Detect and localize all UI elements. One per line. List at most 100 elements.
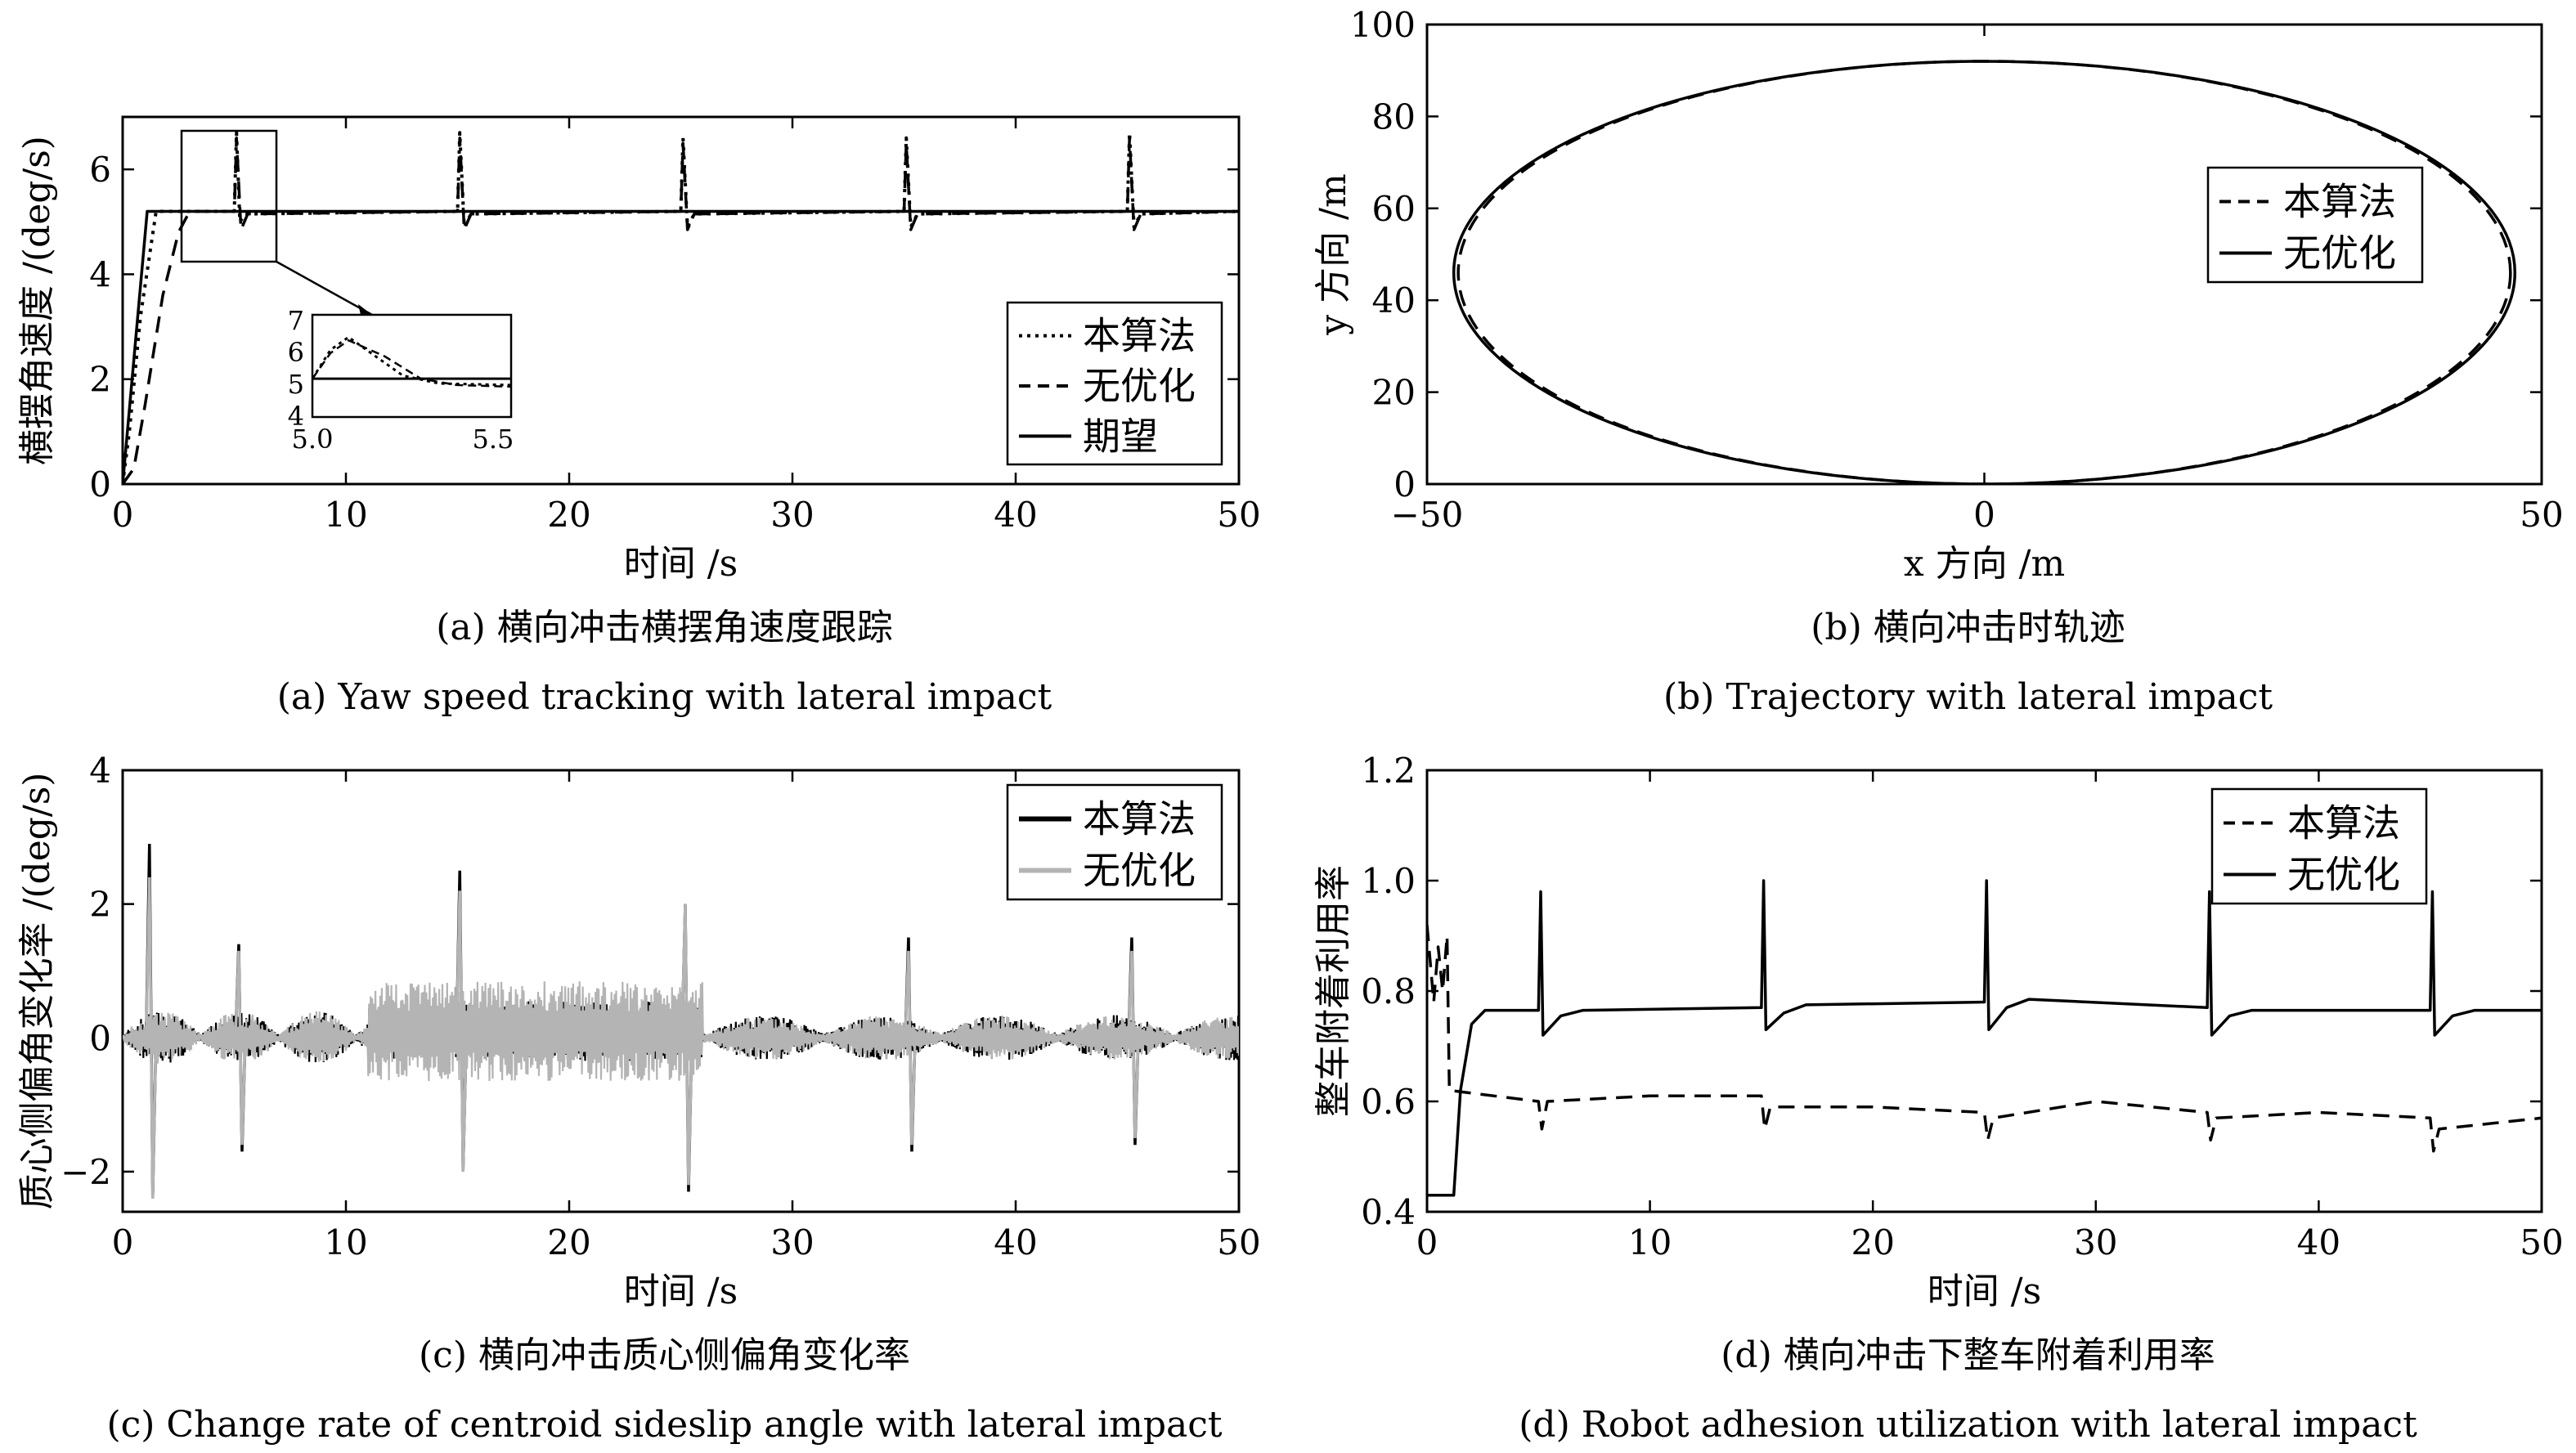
series-a-2-line bbox=[123, 209, 1239, 484]
x-tick-label: 50 bbox=[1217, 495, 1260, 535]
inset-y-tick-label: 6 bbox=[288, 337, 304, 368]
chart-a: 0 10 20 30 40 50 0 2 4 6 时间 /s 横摆角速度 /(deg/s) (a) 横向… bbox=[16, 115, 1261, 718]
series-c-1-spike bbox=[145, 877, 158, 1199]
inset-y-tick-label: 5 bbox=[288, 369, 304, 400]
y-tick-label: 0.6 bbox=[1361, 1082, 1416, 1122]
legend-box bbox=[2210, 787, 2428, 905]
zoom-arrowhead bbox=[358, 304, 372, 315]
caption-cn: (b) 横向冲击时轨迹 bbox=[1811, 607, 2125, 648]
y-axis-label: y 方向 /m bbox=[1313, 173, 1354, 335]
x-tick-label: −50 bbox=[1391, 495, 1464, 535]
x-tick-label: 40 bbox=[2297, 1222, 2340, 1262]
x-tick-label: 10 bbox=[324, 495, 367, 535]
y-tick-label: 2 bbox=[89, 360, 111, 400]
plot-frame bbox=[121, 115, 1241, 486]
caption-en: (c) Change rate of centroid sideslip ang… bbox=[106, 1404, 1222, 1446]
caption-cn: (d) 横向冲击下整车附着利用率 bbox=[1721, 1334, 2215, 1376]
plot-area bbox=[123, 843, 1239, 1199]
inset-y-tick-label: 4 bbox=[288, 401, 304, 432]
caption-cn: (c) 横向冲击质心侧偏角变化率 bbox=[419, 1334, 910, 1376]
x-tick-label: 30 bbox=[770, 1222, 814, 1262]
series-b-1-trajectory bbox=[1452, 60, 2516, 484]
series-c-1-noise bbox=[123, 981, 1239, 1082]
x-axis-label: 时间 /s bbox=[624, 1271, 738, 1312]
inset-frame bbox=[311, 313, 513, 419]
y-axis-label: 整车附着利用率 bbox=[1313, 865, 1354, 1117]
y-tick-label: 4 bbox=[89, 254, 111, 294]
series-d-1-line bbox=[1427, 879, 2542, 1197]
x-tick-label: 30 bbox=[770, 495, 814, 535]
series-d-0-line bbox=[1427, 924, 2542, 1153]
legend-label: 无优化 bbox=[2283, 231, 2396, 276]
x-tick-label: 50 bbox=[2520, 495, 2563, 535]
x-tick-label: 10 bbox=[1628, 1222, 1672, 1262]
y-tick-label: 0 bbox=[89, 464, 111, 505]
legend-label: 本算法 bbox=[1083, 797, 1196, 841]
x-tick-label: 0 bbox=[1416, 1222, 1438, 1262]
legend-label: 期望 bbox=[1083, 414, 1158, 458]
y-tick-label: 40 bbox=[1372, 280, 1416, 321]
x-tick-label: 10 bbox=[324, 1222, 367, 1262]
inset-x-tick-label: 5.0 bbox=[292, 424, 334, 455]
plot-frame bbox=[121, 769, 1241, 1213]
x-tick-label: 40 bbox=[994, 495, 1037, 535]
legend-label: 本算法 bbox=[1083, 314, 1196, 358]
x-tick-label: 20 bbox=[1851, 1222, 1894, 1262]
zoom-arrow bbox=[276, 260, 373, 316]
x-tick-label: 0 bbox=[112, 1222, 134, 1262]
x-tick-label: 0 bbox=[112, 495, 134, 535]
y-tick-label: 1.0 bbox=[1361, 861, 1416, 901]
legend-box bbox=[2206, 166, 2424, 284]
x-tick-label: 40 bbox=[994, 1222, 1037, 1262]
x-tick-label: 0 bbox=[1973, 495, 1995, 535]
legend-label: 本算法 bbox=[2287, 801, 2400, 845]
x-tick-label: 30 bbox=[2074, 1222, 2117, 1262]
legend-label: 无优化 bbox=[2287, 853, 2400, 897]
x-tick-label: 20 bbox=[547, 1222, 590, 1262]
series-c-1-spike bbox=[680, 904, 693, 1186]
inset-unoptimized bbox=[311, 339, 512, 388]
series-c-1-spike bbox=[1127, 950, 1140, 1139]
caption-cn: (a) 横向冲击横摆角速度跟踪 bbox=[436, 607, 893, 648]
zoom-region bbox=[180, 129, 278, 263]
x-axis-label: 时间 /s bbox=[1928, 1271, 2041, 1312]
series-c-1-spike bbox=[455, 890, 468, 1172]
y-axis-label: 质心侧偏角变化率 /(deg/s) bbox=[16, 773, 58, 1210]
y-tick-label: 6 bbox=[89, 150, 111, 190]
plot-area bbox=[1452, 60, 2516, 484]
inset-y-tick-label: 7 bbox=[288, 305, 304, 336]
x-tick-label: 20 bbox=[547, 495, 590, 535]
series-c-1-spike bbox=[904, 950, 917, 1146]
x-tick-label: 50 bbox=[1217, 1222, 1260, 1262]
y-tick-label: 60 bbox=[1372, 189, 1416, 229]
series-c-1-spike bbox=[234, 950, 247, 1146]
y-tick-label: 20 bbox=[1372, 373, 1416, 413]
y-tick-label: 0.8 bbox=[1361, 971, 1416, 1011]
y-axis-label: 横摆角速度 /(deg/s) bbox=[16, 136, 58, 465]
y-tick-label: 0 bbox=[89, 1018, 111, 1058]
y-tick-label: 2 bbox=[89, 885, 111, 925]
legend-box bbox=[1006, 783, 1223, 901]
y-tick-label: 1.2 bbox=[1361, 751, 1416, 791]
x-axis-label: x 方向 /m bbox=[1904, 543, 2065, 585]
caption-en: (b) Trajectory with lateral impact bbox=[1663, 676, 2273, 718]
plot-area bbox=[1427, 879, 2542, 1197]
y-tick-label: −2 bbox=[61, 1152, 111, 1192]
legend-label: 本算法 bbox=[2283, 180, 2396, 224]
y-tick-label: 0 bbox=[1393, 464, 1416, 505]
y-tick-label: 80 bbox=[1372, 96, 1416, 137]
caption-en: (d) Robot adhesion utilization with late… bbox=[1519, 1404, 2417, 1446]
legend-label: 无优化 bbox=[1083, 849, 1196, 893]
y-tick-label: 0.4 bbox=[1361, 1192, 1416, 1232]
legend-label: 无优化 bbox=[1083, 364, 1196, 408]
y-tick-label: 4 bbox=[89, 751, 111, 791]
caption-en: (a) Yaw speed tracking with lateral impa… bbox=[277, 676, 1052, 718]
